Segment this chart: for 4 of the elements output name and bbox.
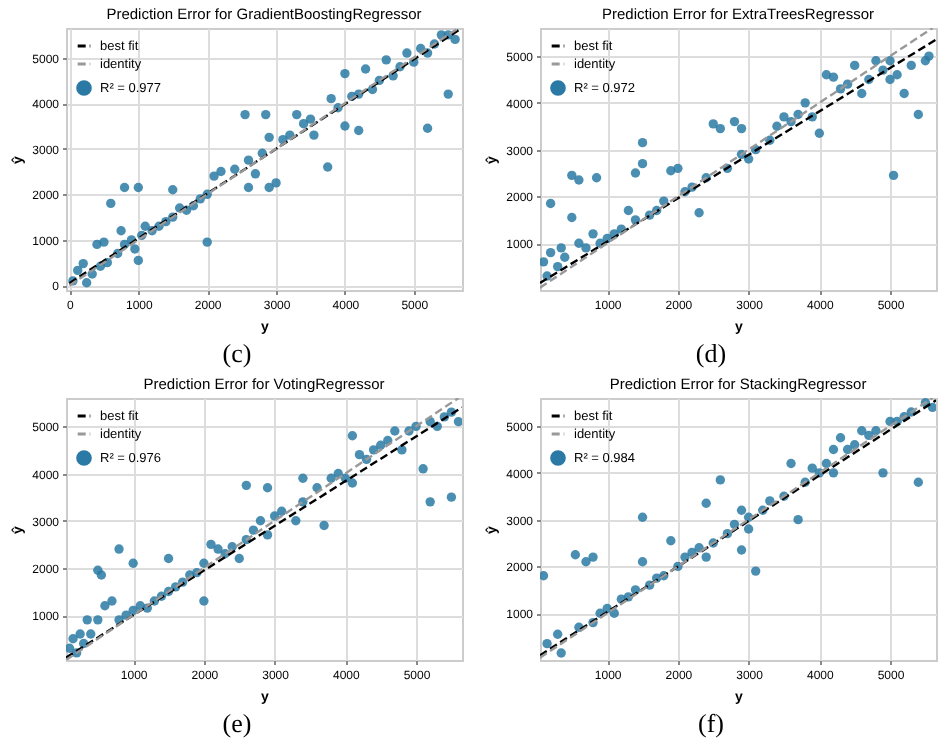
text: (d) [693,336,729,370]
text: (e) [220,706,254,740]
text: (c) [220,336,254,370]
text: (f) [696,706,726,740]
